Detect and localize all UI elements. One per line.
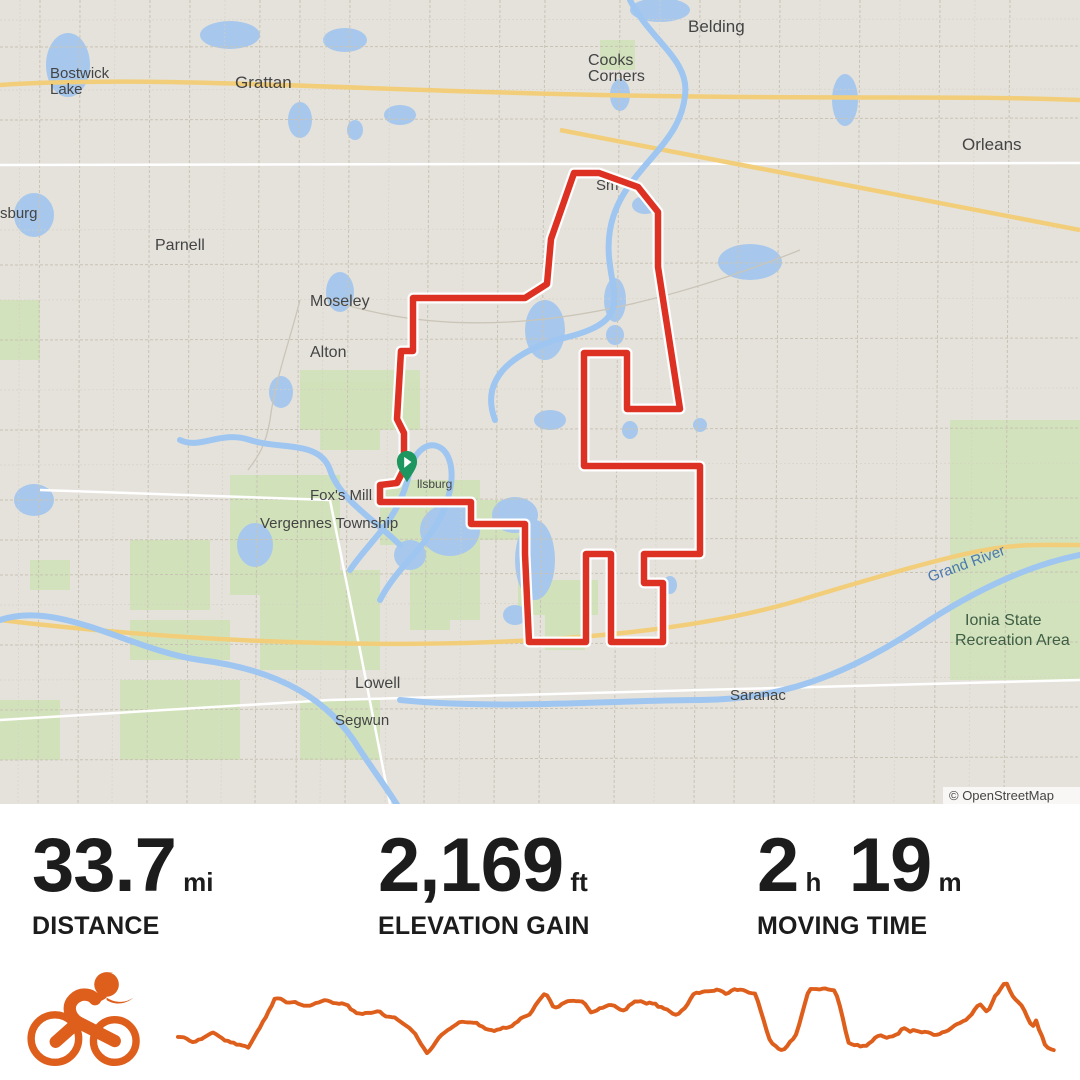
svg-text:Recreation Area: Recreation Area	[955, 632, 1070, 649]
svg-text:Parnell: Parnell	[155, 237, 205, 254]
svg-text:Moseley: Moseley	[310, 293, 370, 310]
svg-text:Bostwick: Bostwick	[50, 65, 110, 82]
svg-text:Ionia State: Ionia State	[965, 612, 1042, 629]
svg-text:Vergennes Township: Vergennes Township	[260, 515, 398, 532]
svg-text:Saranac: Saranac	[730, 687, 786, 704]
svg-text:sburg: sburg	[0, 205, 38, 222]
svg-text:Lake: Lake	[50, 81, 83, 98]
svg-text:Lowell: Lowell	[355, 675, 400, 692]
svg-text:Cooks: Cooks	[588, 52, 633, 69]
svg-text:llsburg: llsburg	[417, 477, 452, 491]
svg-text:Segwun: Segwun	[335, 712, 389, 729]
svg-text:Orleans: Orleans	[962, 135, 1022, 154]
svg-text:© OpenStreetMap: © OpenStreetMap	[949, 788, 1054, 803]
svg-text:Corners: Corners	[588, 68, 645, 85]
svg-text:Belding: Belding	[688, 17, 745, 36]
svg-text:Fox's Mill: Fox's Mill	[310, 487, 372, 504]
svg-text:Grattan: Grattan	[235, 73, 292, 92]
svg-text:Alton: Alton	[310, 344, 346, 361]
